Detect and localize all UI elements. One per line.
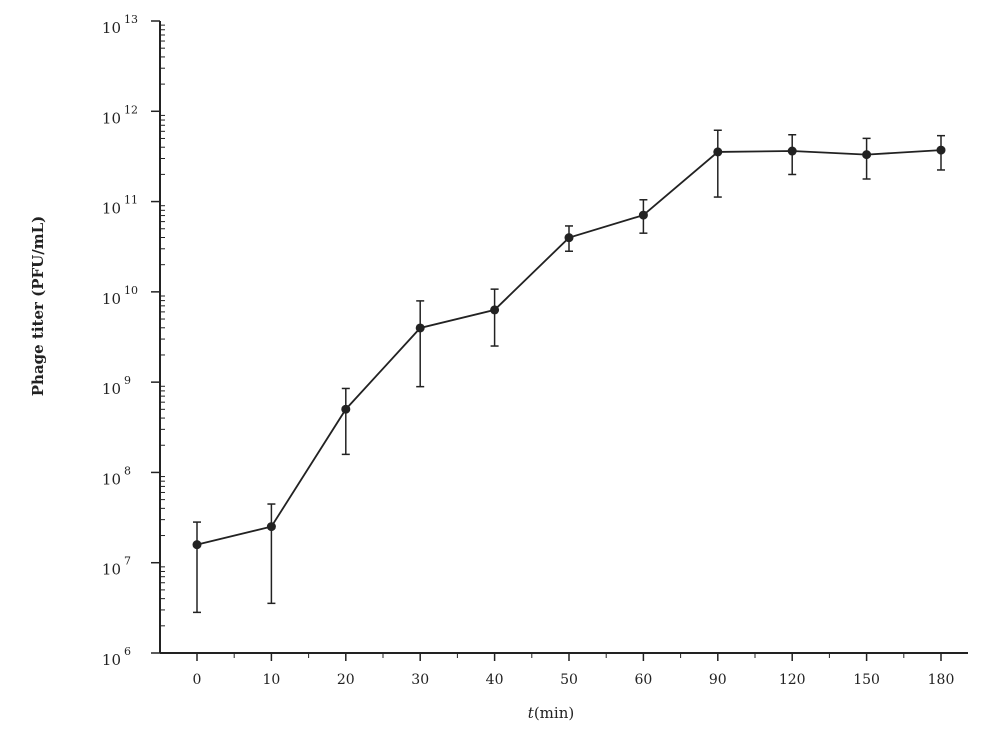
data-point xyxy=(266,522,276,532)
y-tick-label-exponent: 8 xyxy=(124,464,131,477)
y-tick-label-base: 10 xyxy=(102,380,121,398)
y-tick-label-base: 10 xyxy=(102,19,121,37)
y-tick-label-base: 10 xyxy=(102,109,121,127)
x-axis-label: t(min) xyxy=(528,704,574,722)
data-point xyxy=(341,404,351,414)
data-point xyxy=(787,146,797,156)
y-tick-label-base: 10 xyxy=(102,290,121,308)
y-tick-label-base: 10 xyxy=(102,470,121,488)
x-tick-label: 40 xyxy=(486,672,504,688)
data-series xyxy=(192,129,946,614)
x-tick-label: 60 xyxy=(634,672,652,688)
x-axis-variable: t xyxy=(527,704,534,722)
y-tick-label-base: 10 xyxy=(102,200,121,218)
x-tick-label: 150 xyxy=(853,672,880,688)
data-point xyxy=(192,540,202,550)
y-tick-label-exponent: 6 xyxy=(124,645,131,658)
y-tick-label-base: 10 xyxy=(102,561,121,579)
axes xyxy=(159,21,968,654)
x-tick-label: 90 xyxy=(709,672,727,688)
y-tick-label-exponent: 10 xyxy=(124,284,138,297)
y-tick-label-exponent: 9 xyxy=(124,374,131,387)
series-line xyxy=(196,149,942,546)
y-tick-label-exponent: 11 xyxy=(124,194,138,207)
x-tick-label: 180 xyxy=(928,672,955,688)
data-point xyxy=(638,210,648,220)
x-tick-label: 10 xyxy=(262,672,280,688)
x-axis-unit: (min) xyxy=(533,704,575,722)
data-point xyxy=(490,305,500,315)
data-point xyxy=(936,145,946,155)
y-tick-label-exponent: 12 xyxy=(124,103,138,116)
data-point xyxy=(564,233,574,243)
y-tick-label-exponent: 7 xyxy=(124,555,131,568)
x-ticks: 0 10 20 30 40 50 60 90 120 150 180 xyxy=(193,653,955,688)
y-tick-label-exponent: 13 xyxy=(124,13,138,26)
y-axis-label: Phage titer (PFU/mL) xyxy=(29,215,47,397)
x-tick-label: 0 xyxy=(193,672,202,688)
data-point xyxy=(713,147,723,157)
x-tick-label: 30 xyxy=(411,672,429,688)
y-tick-label-base: 10 xyxy=(102,651,121,669)
data-point xyxy=(415,323,425,333)
x-tick-label: 20 xyxy=(337,672,355,688)
x-tick-label: 50 xyxy=(560,672,578,688)
x-tick-label: 120 xyxy=(779,672,806,688)
data-point xyxy=(862,150,872,160)
